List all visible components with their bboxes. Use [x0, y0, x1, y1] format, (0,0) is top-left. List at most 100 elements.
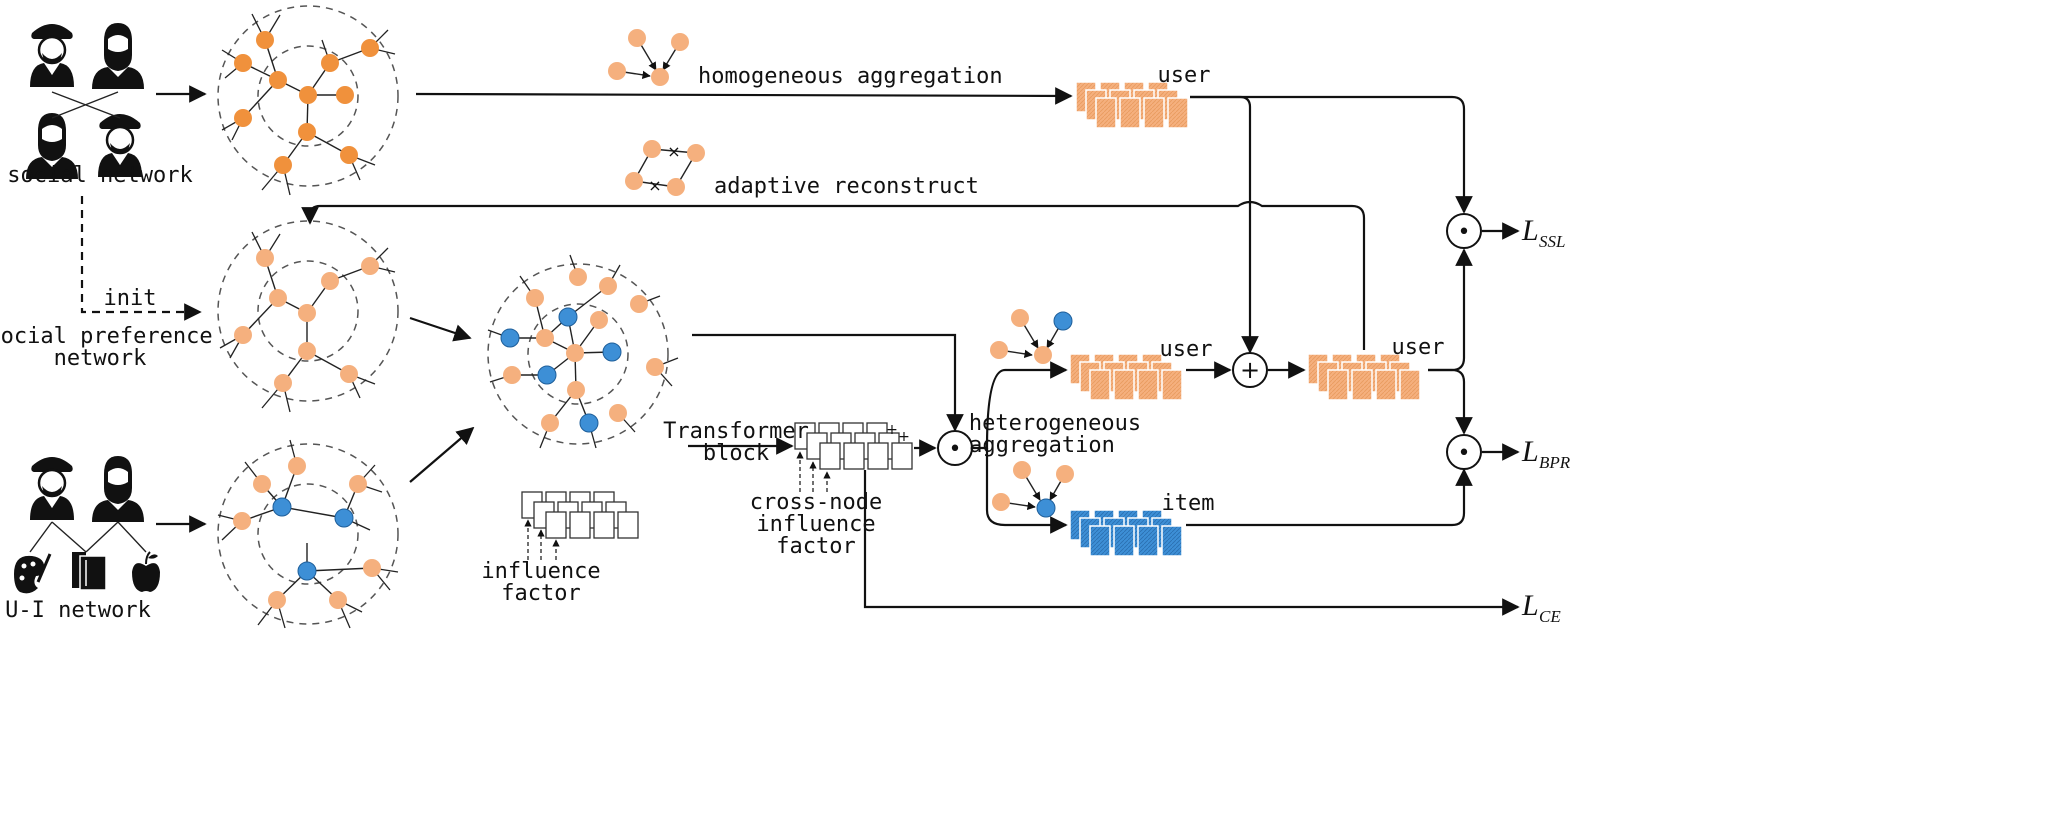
- svg-text:CE: CE: [1539, 607, 1561, 626]
- embedding-cell: [1161, 525, 1183, 557]
- man-with-beret-icon: [28, 455, 76, 522]
- ui-graph: [217, 439, 399, 629]
- ui-edge: [117, 521, 147, 553]
- svg-text:SSL: SSL: [1539, 232, 1565, 251]
- embedding-cell: [1143, 97, 1165, 129]
- embedding-cell: [1089, 369, 1111, 401]
- embedding-cell: [1089, 525, 1111, 557]
- embedding-cell: [1119, 97, 1141, 129]
- embedding-cell: [1327, 369, 1349, 401]
- svg-text:•: •: [1458, 220, 1471, 245]
- influence-factor-stack: [521, 491, 639, 560]
- graph-inner-ring: [257, 45, 359, 147]
- graph-outer-ring: [487, 263, 669, 445]
- adaptive-reconstruct-label: adaptive reconstruct: [714, 174, 979, 199]
- ui-network-icons: [14, 455, 160, 594]
- init-label: init: [104, 286, 157, 311]
- arrow-dot-to-item: [985, 448, 1068, 534]
- influence-factor-label-line1: influence: [481, 559, 600, 584]
- graph-outer-ring: [217, 5, 399, 187]
- graph-nodes: [233, 457, 381, 609]
- embedding-cell: [1399, 369, 1421, 401]
- graph-nodes: [500, 268, 664, 433]
- adaptive-reconstruct-feedback-arrow: [301, 200, 1366, 350]
- user-embedding-label-right: user: [1392, 335, 1445, 360]
- ui-edge: [29, 521, 53, 553]
- merged-graph: [487, 254, 679, 449]
- palette-icon: [14, 553, 52, 594]
- embedding-cell: [1113, 369, 1135, 401]
- arrow-to-user-embedding-top: [415, 87, 1073, 105]
- influence-factor-label-line2: factor: [501, 581, 580, 606]
- graph-inner-ring: [257, 260, 359, 362]
- embedding-cell: [1095, 97, 1117, 129]
- svg-text:•: •: [1458, 441, 1471, 466]
- graph-inner-ring: [527, 303, 629, 405]
- user-embedding-label-mid: user: [1160, 337, 1213, 362]
- transformer-output-stack: + +: [794, 422, 913, 492]
- social-graph: [217, 5, 399, 196]
- transformer-label-line2: block: [703, 441, 769, 466]
- graph-nodes: [234, 31, 379, 174]
- bpr-product-operator: •: [1446, 434, 1482, 470]
- ui-network-label: U-I network: [5, 598, 151, 623]
- apple-icon: [132, 551, 160, 592]
- svg-text:BPR: BPR: [1539, 453, 1571, 472]
- arrow-user-right-to-bpr: [1428, 368, 1473, 435]
- homogeneous-aggregation-icon: [608, 29, 689, 86]
- embedding-cell: [1167, 97, 1189, 129]
- bearded-man-icon: [92, 456, 144, 522]
- heterogeneous-aggregation-label-line2: aggregation: [969, 433, 1115, 458]
- svg-text:•: •: [949, 437, 962, 462]
- arrow-dot-to-user: [972, 361, 1068, 450]
- graph-outer-ring: [217, 443, 399, 625]
- svg-text:L: L: [1521, 589, 1539, 622]
- loss-ce: L CE: [1521, 589, 1561, 626]
- heterogeneous-aggregation-label-line1: heterogeneous: [969, 411, 1141, 436]
- social-preference-label-line1: social preference: [0, 324, 213, 349]
- arrow-user-top-to-plus: [1190, 95, 1259, 354]
- svg-text:+: +: [898, 429, 910, 445]
- loss-bpr: L BPR: [1521, 435, 1571, 472]
- heterogeneous-aggregation-icon-user: [990, 309, 1073, 364]
- homogeneous-aggregation-label: homogeneous aggregation: [698, 64, 1003, 89]
- social-preference-label-line2: network: [54, 346, 147, 371]
- social-edge: [51, 91, 119, 119]
- elementwise-product-operator: •: [937, 430, 973, 466]
- social-network-label: social network: [7, 163, 192, 188]
- svg-text:×: ×: [648, 176, 661, 195]
- social-preference-graph: [217, 220, 399, 413]
- svg-text:+: +: [886, 422, 898, 438]
- embedding-cell: [1351, 369, 1373, 401]
- svg-text:L: L: [1521, 435, 1539, 468]
- arrow-item-to-bpr: [1186, 468, 1473, 527]
- social-network-icons: [26, 22, 144, 179]
- graph-inner-ring: [257, 483, 359, 585]
- ssl-product-operator: •: [1446, 213, 1482, 249]
- user-embedding-label-top: user: [1158, 63, 1211, 88]
- item-embedding-stack: [1069, 509, 1183, 557]
- svg-text:×: ×: [667, 142, 680, 161]
- init-arrow: [80, 196, 202, 321]
- embedding-cell: [1375, 369, 1397, 401]
- svg-text:L: L: [1521, 214, 1539, 247]
- graph-nodes: [234, 249, 379, 392]
- graph-outer-ring: [217, 220, 399, 402]
- heterogeneous-aggregation-icon-item: [992, 461, 1074, 518]
- item-embedding-label: item: [1162, 491, 1215, 516]
- user-embedding-stack-top: [1075, 81, 1189, 129]
- embedding-cell: [1137, 525, 1159, 557]
- adaptive-reconstruct-icon: × ×: [625, 140, 705, 196]
- user-embedding-stack-mid: [1069, 353, 1183, 401]
- arrow-to-loss-ce: [863, 470, 1520, 616]
- bearded-man-icon: [92, 23, 144, 89]
- loss-ssl: L SSL: [1521, 214, 1565, 251]
- cross-node-label-line1: cross-node: [750, 490, 882, 515]
- arrow-merged-to-dot: [692, 333, 964, 432]
- embedding-cell: [1137, 369, 1159, 401]
- embedding-cell: [1161, 369, 1183, 401]
- user-embedding-stack-right: [1307, 353, 1421, 401]
- svg-text:+: +: [1240, 356, 1260, 384]
- books-icon: [72, 552, 107, 591]
